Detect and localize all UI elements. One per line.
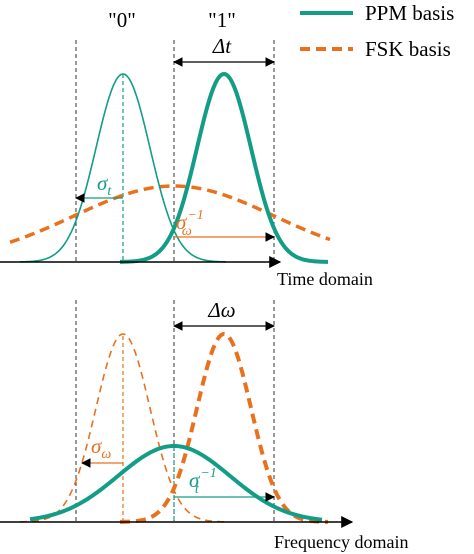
time-sigma-t-sub: t	[107, 184, 112, 199]
time-sigma-inv-sup: −1	[187, 208, 203, 223]
legend-ppm-label: PPM basis	[365, 1, 454, 25]
time-sigma-inv-label: σ−1 ω	[176, 208, 204, 239]
freq-sigma-inv-base: σ	[189, 468, 201, 492]
freq-sigma-w-base: σ	[91, 434, 103, 458]
time-panel: Δt σt σ−1 ω Time domain	[0, 34, 373, 289]
frequency-panel: Δω σω σ−1 t Frequency domain	[0, 298, 408, 552]
symbol-zero-label: "0"	[108, 8, 136, 32]
freq-sigma-inv-sub: t	[195, 482, 200, 497]
freq-sigma-inv-label: σ−1 t	[189, 466, 217, 497]
time-sigma-t-base: σ	[97, 171, 109, 195]
time-ppm-one-curve	[119, 71, 329, 264]
legend: PPM basis FSK basis	[300, 1, 454, 61]
time-sigma-inv-base: σ	[176, 210, 188, 234]
time-axis-label: Time domain	[277, 269, 373, 289]
freq-fsk-zero-curve	[19, 333, 227, 523]
time-sigma-inv-sub: ω	[182, 224, 192, 239]
freq-sigma-w-sub: ω	[101, 447, 111, 462]
freq-ppm-wide-curve	[29, 443, 323, 522]
time-ppm-zero-curve	[19, 73, 227, 263]
legend-fsk-label: FSK basis	[365, 37, 451, 61]
symbol-one-label: "1"	[208, 8, 236, 32]
freq-delta-label: Δω	[207, 298, 235, 322]
freq-sigma-inv-sup: −1	[200, 466, 216, 481]
time-fsk-wide-curve	[9, 184, 331, 244]
freq-fsk-one-curve	[119, 331, 329, 524]
freq-sigma-w-label: σω	[91, 434, 111, 462]
time-sigma-t-label: σt	[97, 171, 112, 199]
frequency-axis-label: Frequency domain	[274, 532, 408, 552]
time-delta-label: Δt	[212, 34, 232, 58]
